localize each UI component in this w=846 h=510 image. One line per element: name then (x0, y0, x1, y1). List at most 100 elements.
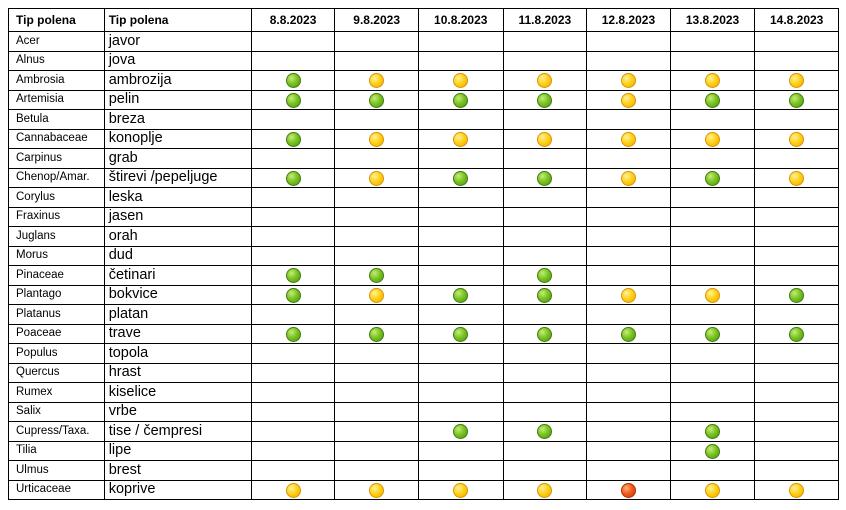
level-cell (250, 245, 336, 266)
level-cell (586, 167, 671, 188)
level-cell (334, 440, 419, 461)
level-cell (334, 460, 419, 481)
level-cell (334, 479, 419, 500)
yellow-level-dot-icon (705, 482, 721, 498)
level-cell (250, 50, 336, 71)
level-cell (417, 245, 504, 266)
level-cell (502, 31, 588, 52)
pollen-local-name: pelin (103, 89, 252, 110)
level-cell (754, 50, 839, 71)
green-level-dot-icon (453, 170, 469, 186)
pollen-local-name: hrast (103, 362, 252, 383)
pollen-local-name: trave (103, 323, 252, 344)
pollen-local-name: četinari (103, 265, 252, 286)
level-cell (250, 89, 336, 110)
green-level-dot-icon (285, 268, 301, 284)
level-cell (502, 460, 588, 481)
yellow-level-dot-icon (369, 482, 385, 498)
green-level-dot-icon (620, 326, 636, 342)
pollen-latin-name: Artemisia (8, 89, 105, 110)
level-cell (754, 206, 839, 227)
level-cell (250, 284, 336, 305)
pollen-local-name: grab (103, 148, 252, 169)
green-level-dot-icon (537, 170, 553, 186)
table-row: Fraxinus jasen (8, 206, 839, 227)
green-level-dot-icon (369, 92, 385, 108)
level-cell (417, 148, 504, 169)
level-cell (417, 50, 504, 71)
level-cell (334, 128, 419, 149)
level-cell (754, 479, 839, 500)
table-row: Carpinus grab (8, 148, 839, 169)
level-cell (669, 89, 756, 110)
pollen-local-name: javor (103, 31, 252, 52)
pollen-latin-name: Cupress/Taxa. (8, 421, 105, 442)
table-row: Acer javor (8, 31, 839, 52)
level-cell (586, 343, 671, 364)
level-cell (669, 304, 756, 325)
level-cell (334, 343, 419, 364)
level-cell (502, 440, 588, 461)
table-row: Juglans orah (8, 226, 839, 247)
level-cell (417, 343, 504, 364)
level-cell (334, 226, 419, 247)
table-row: Betula breza (8, 109, 839, 130)
level-cell (586, 148, 671, 169)
level-cell (754, 167, 839, 188)
level-cell (754, 382, 839, 403)
level-cell (417, 479, 504, 500)
pollen-table: Tip polena Tip polena 8.8.2023 9.8.2023 … (8, 8, 839, 500)
level-cell (250, 382, 336, 403)
pollen-latin-name: Alnus (8, 50, 105, 71)
level-cell (669, 362, 756, 383)
green-level-dot-icon (789, 92, 805, 108)
level-cell (754, 148, 839, 169)
green-level-dot-icon (537, 424, 553, 440)
pollen-latin-name: Pinaceae (8, 265, 105, 286)
pollen-local-name: lipe (103, 440, 252, 461)
level-cell (417, 167, 504, 188)
table-row: Tilia lipe (8, 440, 839, 461)
table-row: Ulmus brest (8, 460, 839, 481)
level-cell (334, 167, 419, 188)
level-cell (586, 304, 671, 325)
level-cell (417, 401, 504, 422)
table-row: Quercus hrast (8, 362, 839, 383)
pollen-local-name: jova (103, 50, 252, 71)
level-cell (250, 167, 336, 188)
level-cell (250, 265, 336, 286)
green-level-dot-icon (285, 170, 301, 186)
level-cell (502, 245, 588, 266)
green-level-dot-icon (537, 268, 553, 284)
level-cell (669, 50, 756, 71)
table-row: Plantago bokvice (8, 284, 839, 305)
level-cell (334, 284, 419, 305)
yellow-level-dot-icon (369, 287, 385, 303)
level-cell (334, 304, 419, 325)
level-cell (669, 245, 756, 266)
level-cell (586, 440, 671, 461)
green-level-dot-icon (453, 424, 469, 440)
level-cell (586, 245, 671, 266)
level-cell (334, 401, 419, 422)
green-level-dot-icon (453, 326, 469, 342)
pollen-latin-name: Chenop/Amar. (8, 167, 105, 188)
level-cell (417, 109, 504, 130)
level-cell (502, 70, 588, 91)
pollen-latin-name: Populus (8, 343, 105, 364)
level-cell (417, 70, 504, 91)
table-row: Salix vrbe (8, 401, 839, 422)
green-level-dot-icon (789, 326, 805, 342)
level-cell (669, 382, 756, 403)
green-level-dot-icon (369, 326, 385, 342)
yellow-level-dot-icon (537, 131, 553, 147)
level-cell (502, 479, 588, 500)
yellow-level-dot-icon (789, 73, 805, 89)
level-cell (669, 206, 756, 227)
level-cell (754, 421, 839, 442)
level-cell (417, 89, 504, 110)
table-row: Chenop/Amar. štirevi /pepeljuge (8, 167, 839, 188)
pollen-latin-name: Carpinus (8, 148, 105, 169)
level-cell (669, 460, 756, 481)
pollen-latin-name: Juglans (8, 226, 105, 247)
